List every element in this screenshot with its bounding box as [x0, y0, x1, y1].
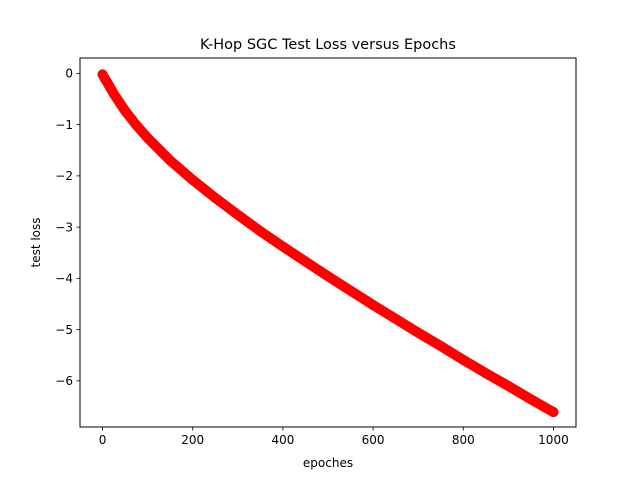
data-point — [458, 354, 469, 365]
data-point — [390, 313, 401, 324]
data-point — [187, 174, 198, 185]
x-axis-label: epoches — [303, 456, 353, 470]
y-axis: 0 −1 −2 −3 −4 −5 −6 — [55, 67, 80, 388]
data-point — [165, 155, 176, 166]
x-tick-label: 1000 — [538, 433, 569, 447]
data-point — [277, 241, 288, 252]
data-point — [480, 368, 491, 379]
data-point — [345, 285, 356, 296]
y-tick-label: 0 — [65, 67, 73, 81]
y-tick-label: −6 — [55, 374, 73, 388]
series-trail — [97, 69, 559, 418]
data-point — [232, 209, 243, 220]
data-point — [120, 105, 131, 116]
x-tick-label: 0 — [99, 433, 107, 447]
data-point — [525, 394, 536, 405]
data-point — [300, 256, 311, 267]
plot-frame — [79, 57, 577, 428]
data-point — [323, 271, 333, 282]
data-point — [142, 132, 153, 143]
y-axis-label: test loss — [29, 217, 43, 267]
x-tick-label: 200 — [181, 433, 204, 447]
x-tick-label: 600 — [362, 433, 385, 447]
data-point — [210, 192, 221, 203]
x-tick-label: 400 — [271, 433, 294, 447]
data-point — [255, 226, 266, 237]
y-tick-label: −1 — [55, 118, 73, 132]
data-point — [435, 341, 446, 352]
chart-title: K-Hop SGC Test Loss versus Epochs — [200, 37, 456, 53]
data-point — [503, 381, 514, 391]
y-tick-label: −3 — [55, 220, 73, 234]
y-tick-label: −5 — [55, 323, 73, 337]
data-point — [102, 77, 113, 88]
x-axis: 0 200 400 600 800 1000 — [99, 427, 569, 447]
data-point — [413, 327, 424, 338]
y-tick-label: −4 — [55, 272, 73, 286]
x-tick-label: 800 — [452, 433, 475, 447]
plot-area — [97, 69, 559, 418]
data-point — [368, 300, 379, 311]
data-point — [548, 407, 559, 418]
data-point — [108, 88, 119, 99]
y-tick-label: −2 — [55, 169, 73, 183]
data-point — [131, 120, 142, 131]
